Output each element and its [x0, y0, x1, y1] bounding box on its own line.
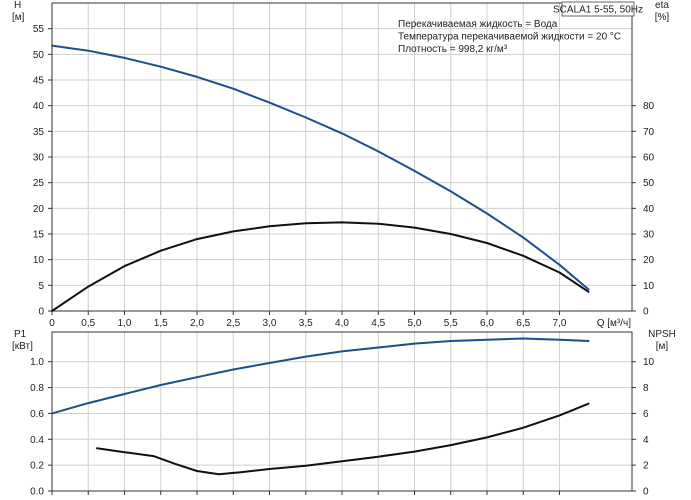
chart-title: SCALA1 5-55, 50Hz — [553, 5, 643, 16]
upper-xtick-label-8: 4,0 — [335, 318, 349, 329]
upper-ytick-left-label-11: 55 — [33, 24, 45, 35]
lower-ylabel-left-unit: [кВт] — [12, 341, 33, 352]
upper-xtick-label-0: 0 — [49, 318, 55, 329]
upper-ytick-right-label-0: 0 — [643, 307, 649, 318]
upper-xtick-label-14: 7,0 — [553, 318, 567, 329]
upper-xtick-label-11: 5,5 — [444, 318, 458, 329]
upper-ytick-right-label-8: 80 — [643, 101, 655, 112]
upper-ytick-right-label-3: 30 — [643, 230, 655, 241]
upper-xtick-label-12: 6,0 — [480, 318, 494, 329]
lower-ytick-left-label-1: 0.2 — [30, 461, 44, 472]
upper-ytick-left-label-6: 30 — [33, 153, 45, 164]
lower-ytick-right-label-2: 4 — [643, 435, 649, 446]
lower-ytick-left-label-4: 0.8 — [30, 383, 44, 394]
upper-ytick-right-label-4: 40 — [643, 204, 655, 215]
upper-ytick-left-label-7: 35 — [33, 127, 45, 138]
upper-ylabel-left-unit: [м] — [12, 12, 25, 23]
upper-ylabel-right-name: eta — [655, 0, 669, 11]
upper-ytick-right-label-6: 60 — [643, 153, 655, 164]
lower-ytick-right-label-3: 6 — [643, 409, 649, 420]
lower-ylabel-left-name: P1 — [14, 329, 27, 340]
fluid-note-1: Температура перекачиваемой жидкости = 20… — [398, 32, 621, 43]
upper-ytick-right-label-7: 70 — [643, 127, 655, 138]
upper-xtick-label-3: 1,5 — [154, 318, 168, 329]
lower-series-line-0 — [51, 337, 590, 415]
upper-ytick-left-label-10: 50 — [33, 50, 45, 61]
upper-ytick-left-label-8: 40 — [33, 101, 45, 112]
upper-ytick-left-label-2: 10 — [33, 255, 45, 266]
upper-xlabel: Q [м³/ч] — [597, 318, 632, 329]
upper-ytick-left-label-4: 20 — [33, 204, 45, 215]
lower-series-line-1 — [96, 402, 590, 476]
upper-ytick-left-label-1: 5 — [38, 281, 44, 292]
upper-ytick-right-label-2: 20 — [643, 255, 655, 266]
upper-xtick-label-5: 2,5 — [226, 318, 240, 329]
upper-ylabel-left-name: H — [14, 0, 21, 11]
upper-xtick-label-13: 6,5 — [516, 318, 530, 329]
lower-ytick-left-label-3: 0.6 — [30, 409, 44, 420]
upper-xtick-label-2: 1,0 — [118, 318, 132, 329]
upper-ylabel-right-unit: [%] — [655, 12, 670, 23]
lower-ylabel-right-unit: [м] — [656, 341, 669, 352]
upper-xtick-label-7: 3,5 — [299, 318, 313, 329]
lower-ylabel-right-name: NPSH — [648, 329, 676, 340]
upper-ytick-left-label-3: 15 — [33, 230, 45, 241]
lower-ytick-left-label-2: 0.4 — [30, 435, 44, 446]
upper-xtick-label-1: 0,5 — [81, 318, 95, 329]
upper-ytick-left-label-0: 0 — [38, 307, 44, 318]
upper-series-line-1 — [51, 221, 590, 312]
lower-ytick-right-label-1: 2 — [643, 461, 649, 472]
fluid-note-2: Плотность = 998,2 кг/м³ — [398, 44, 508, 55]
fluid-note-0: Перекачиваемая жидкость = Вода — [398, 19, 558, 30]
upper-ytick-left-label-5: 25 — [33, 178, 45, 189]
lower-ytick-right-label-0: 0 — [643, 487, 649, 498]
lower-ytick-left-label-0: 0.0 — [30, 487, 44, 498]
upper-ytick-left-label-9: 45 — [33, 76, 45, 87]
lower-ytick-right-label-4: 8 — [643, 383, 649, 394]
lower-ytick-right-label-5: 10 — [643, 357, 655, 368]
title-box — [561, 1, 635, 17]
upper-series-line-0 — [51, 44, 590, 291]
upper-xtick-label-4: 2,0 — [190, 318, 204, 329]
upper-ytick-right-label-1: 10 — [643, 281, 655, 292]
upper-ytick-right-label-5: 50 — [643, 178, 655, 189]
lower-ytick-left-label-5: 1.0 — [30, 357, 44, 368]
upper-xtick-label-9: 4,5 — [371, 318, 385, 329]
upper-xtick-label-10: 5,0 — [408, 318, 422, 329]
upper-xtick-label-6: 3,0 — [263, 318, 277, 329]
